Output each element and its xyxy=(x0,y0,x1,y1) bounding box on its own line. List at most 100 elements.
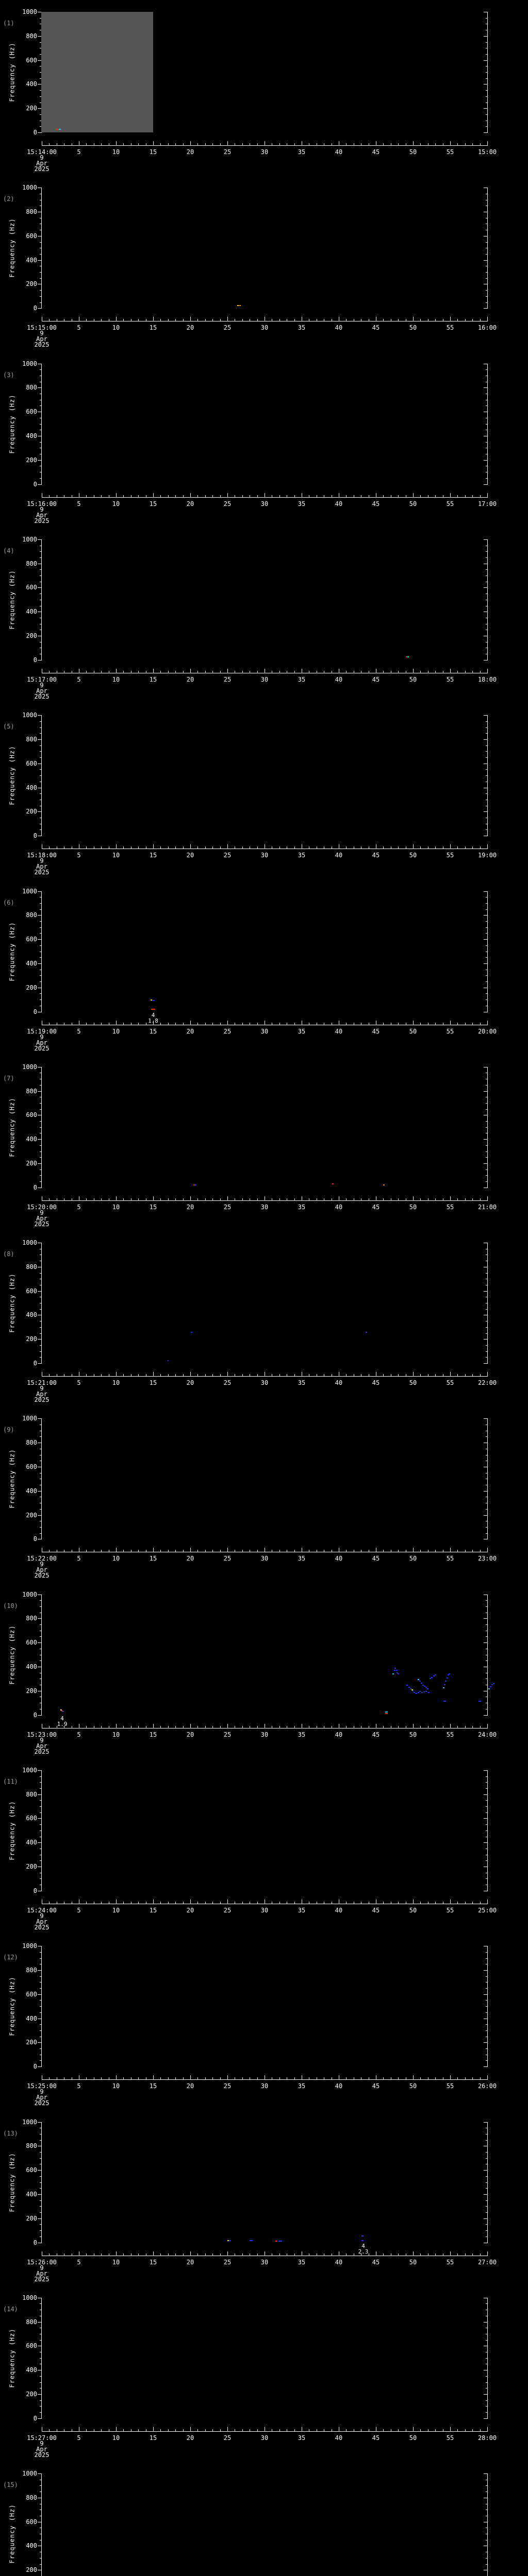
y-tick xyxy=(486,757,488,758)
y-tick xyxy=(38,260,42,261)
y-tick-label: 400 xyxy=(26,2542,37,2550)
x-minute-label: 35 xyxy=(298,1203,306,1211)
y-tick xyxy=(40,733,42,734)
x-tick xyxy=(472,1374,473,1377)
y-tick-label: 200 xyxy=(26,808,37,816)
y-tick xyxy=(486,2200,488,2201)
x-tick xyxy=(227,1020,228,1025)
x-tick xyxy=(190,1899,191,1904)
event-marker xyxy=(407,656,409,658)
x-minute-label: 20 xyxy=(186,1731,194,1738)
x-tick xyxy=(175,1725,176,1728)
y-tick-label: 200 xyxy=(26,2566,37,2574)
x-minute-label: 45 xyxy=(372,1731,380,1738)
x-tick xyxy=(197,1022,199,1025)
y-tick-label: 1000 xyxy=(22,711,37,719)
x-minute-label: 30 xyxy=(260,2258,269,2266)
event-marker xyxy=(405,656,407,658)
x-tick xyxy=(190,844,191,849)
x-tick xyxy=(450,1372,451,1377)
x-minute-label: 30 xyxy=(260,1203,269,1211)
y-tick xyxy=(40,2006,42,2007)
x-tick xyxy=(138,846,139,849)
y-tick xyxy=(40,1952,42,1953)
y-tick xyxy=(40,114,42,115)
x-tick xyxy=(257,2253,258,2256)
spectrogram-panel: (12) Frequency (Hz) 1000 800 600 400 200 0 15:25… xyxy=(0,1934,528,2110)
x-tick xyxy=(472,2429,473,2431)
y-tick xyxy=(486,1600,488,1601)
y-tick xyxy=(40,2140,42,2141)
x-tick xyxy=(487,1196,488,1200)
y-tick xyxy=(486,1351,488,1352)
y-tick-label: 400 xyxy=(26,959,37,967)
y-tick xyxy=(40,1175,42,1176)
x-tick xyxy=(183,846,184,849)
spectrogram-panel: (1) Frequency (Hz) 1000 800 600 400 200 0 15:14:… xyxy=(0,0,528,176)
x-tick xyxy=(294,1901,295,1904)
x-tick xyxy=(116,1548,117,1552)
y-tick xyxy=(38,811,42,812)
x-tick xyxy=(160,495,161,497)
x-tick xyxy=(153,1020,154,1025)
y-tick xyxy=(486,2152,488,2153)
y-tick xyxy=(484,260,488,261)
x-tick xyxy=(205,1550,206,1552)
x-minute-label: 15 xyxy=(149,1379,157,1387)
x-tick xyxy=(465,1550,466,1552)
y-tick xyxy=(486,751,488,752)
y-tick-label: 400 xyxy=(26,432,37,439)
x-minute-label: 35 xyxy=(298,1027,306,1035)
x-end-time-label: 27:00 xyxy=(477,2258,497,2266)
y-tick xyxy=(486,2048,488,2049)
spectral-trace-point xyxy=(429,1678,431,1680)
x-minute-label: 50 xyxy=(409,2082,417,2090)
x-start-time-label: 15:14:00 xyxy=(27,148,57,156)
x-tick xyxy=(190,141,191,145)
x-tick xyxy=(86,1901,87,1904)
y-tick xyxy=(484,2194,488,2195)
x-tick xyxy=(294,1725,295,1728)
y-tick xyxy=(38,739,42,740)
y-tick xyxy=(486,1273,488,1274)
date-year: 2025 xyxy=(34,1396,50,1404)
y-tick xyxy=(484,739,488,740)
x-tick xyxy=(220,670,221,673)
x-minute-label: 50 xyxy=(409,1203,417,1211)
x-tick xyxy=(205,1198,206,1200)
y-tick xyxy=(486,1952,488,1953)
panel-caption: (4) xyxy=(3,547,14,554)
event-marker xyxy=(151,1008,155,1010)
x-tick xyxy=(160,2429,161,2431)
x-start-time-label: 15:15:00 xyxy=(27,324,57,332)
y-tick xyxy=(40,2030,42,2031)
x-tick xyxy=(279,670,280,673)
y-tick xyxy=(40,1624,42,1625)
y-tick-label: 400 xyxy=(26,1136,37,1143)
y-tick xyxy=(486,981,488,982)
x-tick xyxy=(435,143,436,145)
x-minute-label: 45 xyxy=(372,1555,380,1563)
x-tick xyxy=(398,495,399,497)
x-tick xyxy=(383,495,384,497)
y-tick-label: 1000 xyxy=(22,1239,37,1247)
y-tick xyxy=(40,478,42,479)
y-tick xyxy=(38,1970,42,1971)
y-tick xyxy=(486,1533,488,1534)
x-tick xyxy=(183,1198,184,1200)
y-tick xyxy=(486,2206,488,2207)
y-tick xyxy=(484,1515,488,1516)
x-minute-label: 25 xyxy=(223,2082,232,2090)
date-month: Apr xyxy=(36,1566,47,1574)
panel-caption: (15) xyxy=(3,2481,18,2489)
y-tick xyxy=(40,745,42,746)
x-tick xyxy=(227,668,228,673)
y-tick-label: 400 xyxy=(26,2014,37,2022)
date-day: 9 xyxy=(40,1912,44,1920)
x-tick xyxy=(294,1022,295,1025)
x-tick xyxy=(49,143,50,145)
x-start-time-label: 15:22:00 xyxy=(27,1555,57,1563)
y-tick-label: 400 xyxy=(26,1663,37,1670)
y-tick xyxy=(40,1181,42,1182)
y-tick xyxy=(40,1788,42,1789)
